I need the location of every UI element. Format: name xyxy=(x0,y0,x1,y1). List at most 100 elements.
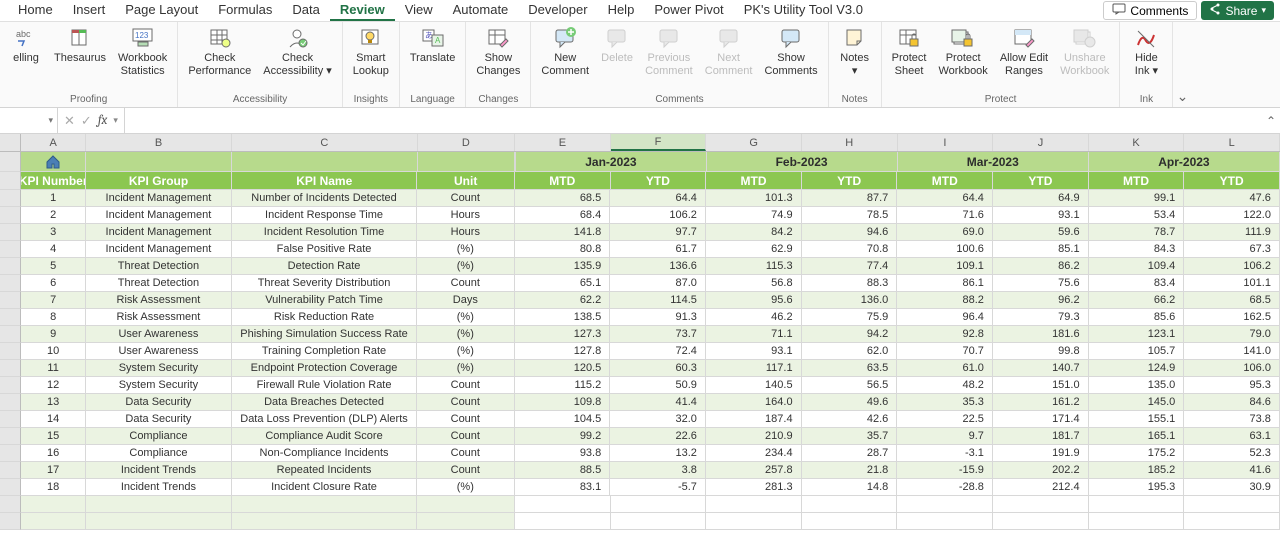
cell-value[interactable]: 56.5 xyxy=(802,377,898,394)
empty-cell[interactable] xyxy=(86,496,232,513)
cell-value[interactable]: 93.8 xyxy=(515,445,611,462)
cell-kpi-group[interactable]: Incident Management xyxy=(86,224,232,241)
cell-kpi-group[interactable]: System Security xyxy=(86,360,232,377)
enter-icon[interactable]: ✓ xyxy=(81,113,92,129)
cell-value[interactable]: 84.3 xyxy=(1089,241,1185,258)
cell-kpi-number[interactable]: 9 xyxy=(21,326,85,343)
cell-value[interactable]: 48.2 xyxy=(897,377,993,394)
cell-value[interactable]: 191.9 xyxy=(993,445,1089,462)
cell-value[interactable]: 50.9 xyxy=(610,377,706,394)
cell-value[interactable]: 161.2 xyxy=(993,394,1089,411)
empty-cell[interactable] xyxy=(706,513,802,530)
cell-value[interactable]: 64.9 xyxy=(993,190,1089,207)
column-header-C[interactable]: C xyxy=(232,134,417,151)
cell-value[interactable]: 187.4 xyxy=(706,411,802,428)
cell-value[interactable]: 100.6 xyxy=(897,241,993,258)
cell-unit[interactable]: Count xyxy=(417,445,515,462)
cell-kpi-group[interactable]: Risk Assessment xyxy=(86,292,232,309)
empty-cell[interactable] xyxy=(21,513,85,530)
empty-cell[interactable] xyxy=(706,496,802,513)
cell-value[interactable]: 115.2 xyxy=(515,377,611,394)
cell-value[interactable]: 117.1 xyxy=(706,360,802,377)
cell-kpi-number[interactable]: 6 xyxy=(21,275,85,292)
cell-value[interactable]: 109.8 xyxy=(515,394,611,411)
cell-value[interactable]: 151.0 xyxy=(993,377,1089,394)
column-header-H[interactable]: H xyxy=(802,134,898,151)
cell-value[interactable]: 111.9 xyxy=(1184,224,1280,241)
cell-value[interactable]: 71.6 xyxy=(897,207,993,224)
cell-value[interactable]: 181.7 xyxy=(993,428,1089,445)
chevron-down-icon[interactable]: ▾ xyxy=(113,115,118,126)
cell-kpi-name[interactable]: False Positive Rate xyxy=(232,241,417,258)
cell-value[interactable]: 234.4 xyxy=(706,445,802,462)
cell-value[interactable]: 72.4 xyxy=(610,343,706,360)
cell-value[interactable]: 14.8 xyxy=(802,479,898,496)
month-header[interactable]: Apr-2023 xyxy=(1089,152,1280,172)
cell-unit[interactable]: Hours xyxy=(417,224,515,241)
empty-cell[interactable] xyxy=(993,496,1089,513)
cell-value[interactable]: 94.2 xyxy=(802,326,898,343)
cell-kpi-number[interactable]: 17 xyxy=(21,462,85,479)
cell-value[interactable]: 162.5 xyxy=(1184,309,1280,326)
cell-value[interactable]: 181.6 xyxy=(993,326,1089,343)
cell-unit[interactable]: Days xyxy=(417,292,515,309)
cell-value[interactable]: 66.2 xyxy=(1089,292,1185,309)
formula-expand-icon[interactable]: ⌃ xyxy=(1262,114,1280,128)
cell-unit[interactable]: (%) xyxy=(417,479,515,496)
cell-value[interactable]: 127.3 xyxy=(515,326,611,343)
cell-value[interactable]: 99.8 xyxy=(993,343,1089,360)
menu-tab-insert[interactable]: Insert xyxy=(63,0,116,21)
cell-kpi-name[interactable]: Data Breaches Detected xyxy=(232,394,417,411)
header-ytd[interactable]: YTD xyxy=(611,172,707,190)
cell-value[interactable]: 61.7 xyxy=(610,241,706,258)
cell-kpi-group[interactable]: Incident Trends xyxy=(86,479,232,496)
cell-value[interactable]: 91.3 xyxy=(610,309,706,326)
cell-value[interactable]: 93.1 xyxy=(706,343,802,360)
cell-value[interactable]: 53.4 xyxy=(1089,207,1185,224)
column-header-K[interactable]: K xyxy=(1089,134,1185,151)
cell-value[interactable]: 140.7 xyxy=(993,360,1089,377)
cell-value[interactable]: 78.7 xyxy=(1089,224,1185,241)
row-header[interactable] xyxy=(0,152,21,172)
column-header-A[interactable]: A xyxy=(21,134,85,151)
cell-value[interactable]: 28.7 xyxy=(802,445,898,462)
cell-value[interactable]: 281.3 xyxy=(706,479,802,496)
comments-button[interactable]: Comments xyxy=(1103,1,1197,20)
cell-value[interactable]: 22.6 xyxy=(610,428,706,445)
cell-value[interactable]: 47.6 xyxy=(1184,190,1280,207)
menu-tab-view[interactable]: View xyxy=(395,0,443,21)
empty-cell[interactable] xyxy=(897,496,993,513)
share-button[interactable]: Share ▾ xyxy=(1201,1,1274,20)
cell-value[interactable]: 164.0 xyxy=(706,394,802,411)
cell-value[interactable]: 68.5 xyxy=(515,190,611,207)
header-mtd[interactable]: MTD xyxy=(1089,172,1185,190)
cell-value[interactable]: 104.5 xyxy=(515,411,611,428)
cell-value[interactable]: 79.0 xyxy=(1184,326,1280,343)
cell-value[interactable]: 88.3 xyxy=(802,275,898,292)
cell-value[interactable]: 80.8 xyxy=(515,241,611,258)
column-header-J[interactable]: J xyxy=(993,134,1089,151)
cell-kpi-group[interactable]: Data Security xyxy=(86,394,232,411)
empty-cell[interactable] xyxy=(1184,496,1280,513)
cell-value[interactable]: 78.5 xyxy=(802,207,898,224)
cell-value[interactable]: 195.3 xyxy=(1089,479,1185,496)
cell-value[interactable]: 136.6 xyxy=(610,258,706,275)
cell-kpi-name[interactable]: Incident Response Time xyxy=(232,207,417,224)
column-header-F[interactable]: F xyxy=(611,134,707,151)
cell-value[interactable]: 68.4 xyxy=(515,207,611,224)
cell-value[interactable]: 136.0 xyxy=(802,292,898,309)
header-unit[interactable]: Unit xyxy=(417,172,515,190)
column-header-L[interactable]: L xyxy=(1184,134,1280,151)
cell-value[interactable]: 109.1 xyxy=(897,258,993,275)
cell-value[interactable]: 77.4 xyxy=(802,258,898,275)
row-header[interactable] xyxy=(0,394,21,411)
cell-value[interactable]: 9.7 xyxy=(897,428,993,445)
empty-cell[interactable] xyxy=(1089,513,1185,530)
header-mtd[interactable]: MTD xyxy=(515,172,611,190)
cell-value[interactable]: 101.1 xyxy=(1184,275,1280,292)
cell-value[interactable]: 122.0 xyxy=(1184,207,1280,224)
empty-cell[interactable] xyxy=(1184,513,1280,530)
empty-cell[interactable] xyxy=(232,513,417,530)
ribbon-protect[interactable]: ProtectWorkbook xyxy=(932,24,993,94)
cell-kpi-name[interactable]: Repeated Incidents xyxy=(232,462,417,479)
